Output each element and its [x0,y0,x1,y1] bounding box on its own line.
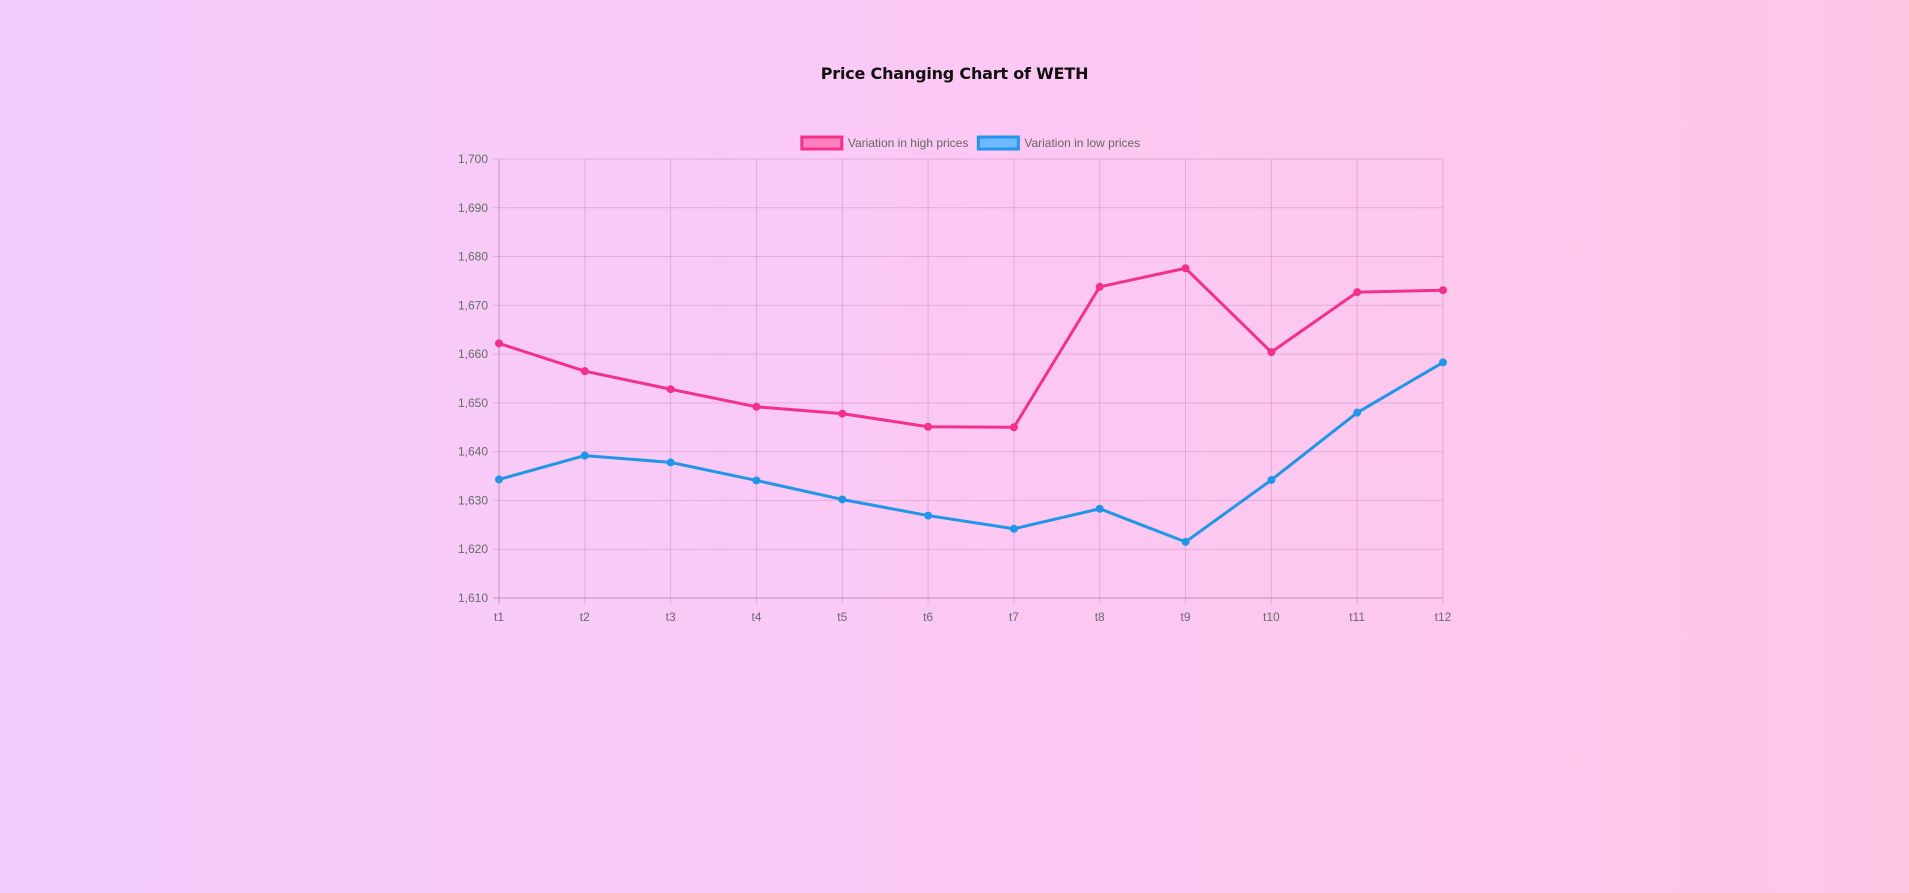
data-point [1095,282,1104,291]
y-tick-label: 1,640 [458,445,488,459]
x-tick-label: t4 [751,610,761,624]
y-tick-label: 1,620 [458,542,488,556]
legend: Variation in high prices Variation in low… [800,135,1140,151]
y-tick-label: 1,660 [458,347,488,361]
y-tick-label: 1,680 [458,250,488,264]
data-point [1009,423,1018,432]
legend-swatch [800,135,844,151]
y-tick-label: 1,650 [458,396,488,410]
data-point [580,451,589,460]
y-tick-label: 1,700 [458,152,488,166]
data-point [924,422,933,431]
series-lines [495,264,1447,546]
series-line [497,266,1445,429]
chart-title: Price Changing Chart of WETH [820,64,1089,83]
legend-label: Variation in low prices [1024,136,1140,150]
data-point [1181,264,1190,273]
axes: 1,610 1,620 1,630 1,640 1,650 1,660 1,670 1,680… [458,152,1452,624]
data-point [495,339,503,348]
x-tick-label: t8 [1095,610,1105,624]
data-point [1095,504,1104,513]
data-point [666,385,675,394]
series-line [497,360,1445,544]
x-tick-label: t10 [1263,610,1280,624]
data-point [1009,524,1018,533]
data-point [752,476,761,485]
data-point [924,511,933,520]
data-point [580,367,589,376]
data-point [838,495,847,504]
x-tick-label: t12 [1435,610,1452,624]
data-point [752,402,761,411]
grid-lines [493,158,1444,604]
x-tick-label: t3 [666,610,676,624]
x-tick-label: t9 [1181,610,1191,624]
data-point [1353,288,1362,297]
x-tick-label: t5 [837,610,847,624]
data-point [666,458,675,467]
data-point [1267,348,1276,357]
y-tick-label: 1,630 [458,493,488,507]
data-point [495,475,503,484]
x-tick-label: t7 [1009,610,1019,624]
data-point [1353,408,1362,417]
y-tick-label: 1,610 [458,591,488,605]
legend-label: Variation in high prices [848,136,969,150]
x-tick-label: t6 [923,610,933,624]
data-point [1181,537,1190,546]
data-point [1439,286,1447,295]
y-tick-label: 1,690 [458,201,488,215]
legend-swatch [976,135,1020,151]
y-tick-label: 1,670 [458,298,488,312]
x-tick-label: t2 [580,610,590,624]
x-tick-label: t11 [1349,610,1365,624]
x-tick-label: t1 [494,610,504,624]
data-point [838,409,847,418]
data-point [1267,475,1276,484]
data-point [1439,358,1447,367]
